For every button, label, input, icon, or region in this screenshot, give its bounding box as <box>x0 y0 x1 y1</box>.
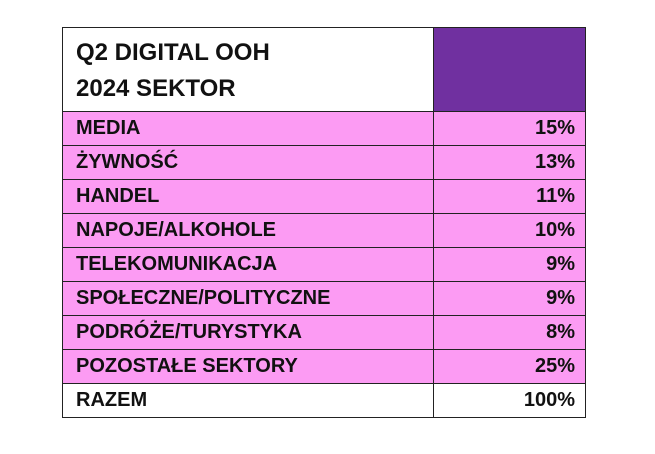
sector-name: PODRÓŻE/TURYSTYKA <box>62 315 434 350</box>
sector-name: MEDIA <box>62 111 434 146</box>
sector-name: NAPOJE/ALKOHOLE <box>62 213 434 248</box>
table-row: NAPOJE/ALKOHOLE 10% <box>62 213 586 248</box>
title-line: 2024 SEKTOR <box>76 74 236 102</box>
sector-share: 100% <box>433 383 586 418</box>
sector-name: ŻYWNOŚĆ <box>62 145 434 180</box>
table-row: MEDIA 15% <box>62 111 586 146</box>
table-row: PODRÓŻE/TURYSTYKA 8% <box>62 315 586 350</box>
sector-name: TELEKOMUNIKACJA <box>62 247 434 282</box>
sector-share: 25% <box>433 349 586 384</box>
sector-share: 13% <box>433 145 586 180</box>
table-row: SPOŁECZNE/POLITYCZNE 9% <box>62 281 586 316</box>
sector-share: 9% <box>433 281 586 316</box>
sector-share: 10% <box>433 213 586 248</box>
sector-name: POZOSTAŁE SEKTORY <box>62 349 434 384</box>
table-body: Q2 DIGITAL OOH 2024 SEKTOR MEDIA 15% ŻYWNO… <box>62 27 586 418</box>
sector-share: 11% <box>433 179 586 214</box>
sector-share: 9% <box>433 247 586 282</box>
table-row: ŻYWNOŚĆ 13% <box>62 145 586 180</box>
sector-name: SPOŁECZNE/POLITYCZNE <box>62 281 434 316</box>
sector-share: 15% <box>433 111 586 146</box>
table-row: POZOSTAŁE SEKTORY 25% <box>62 349 586 384</box>
table-row: HANDEL 11% <box>62 179 586 214</box>
title-line: Q2 DIGITAL OOH <box>76 38 270 66</box>
header-title: Q2 DIGITAL OOH 2024 SEKTOR <box>62 27 434 112</box>
table-row: TELEKOMUNIKACJA 9% <box>62 247 586 282</box>
sector-table: Q2 DIGITAL OOH 2024 SEKTOR MEDIA 15% ŻYWNO… <box>62 27 586 418</box>
sector-share: 8% <box>433 315 586 350</box>
header-color-cell <box>433 27 586 112</box>
table-row: RAZEM 100% <box>62 383 586 418</box>
sector-name: RAZEM <box>62 383 434 418</box>
header-row: Q2 DIGITAL OOH 2024 SEKTOR <box>62 27 586 112</box>
sector-name: HANDEL <box>62 179 434 214</box>
